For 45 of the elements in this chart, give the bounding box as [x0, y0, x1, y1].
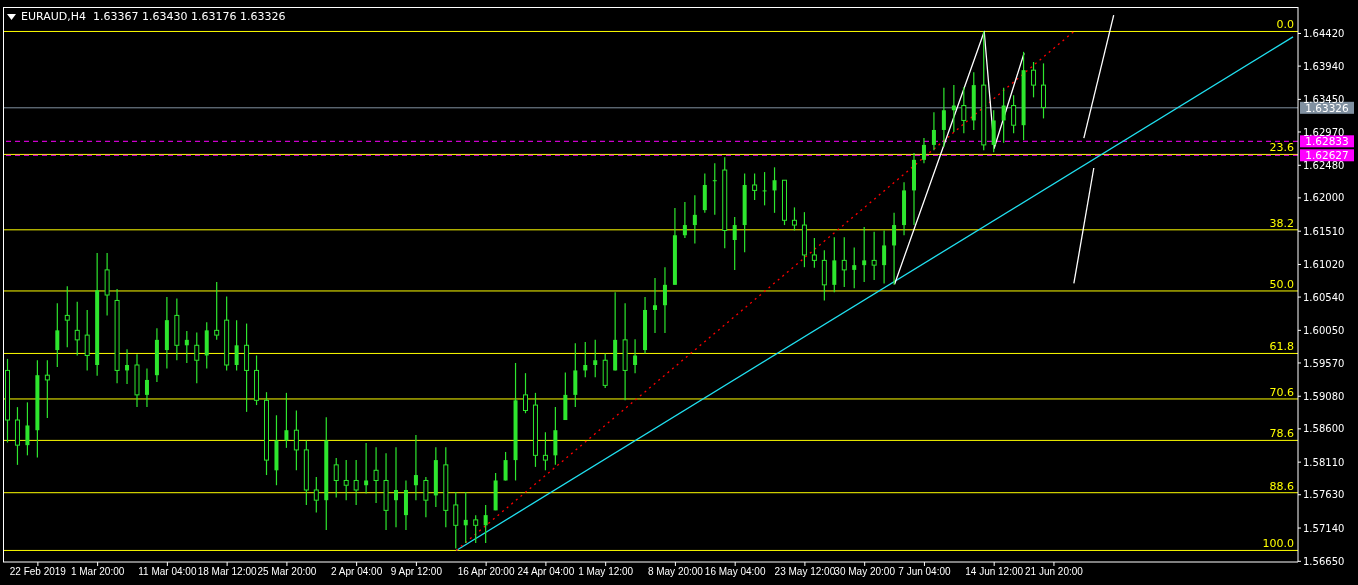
annotation: 0.0: [1276, 18, 1294, 32]
y-tick-label: 1.58600: [1303, 423, 1345, 435]
x-tick-label: 30 May 20:00: [834, 566, 896, 578]
x-tick-label: 25 Mar 20:00: [257, 566, 317, 578]
x-tick-label: 2 Apr 04:00: [331, 566, 383, 578]
y-tick-label: 1.60050: [1303, 324, 1345, 336]
x-tick-label: 23 May 12:00: [774, 566, 836, 578]
x-tick-label: 8 May 20:00: [647, 566, 704, 578]
annotation: 78.6: [1269, 427, 1294, 441]
ref-line-label: 1.62627: [1305, 149, 1349, 162]
annotation: 100.0: [1262, 537, 1294, 551]
annotation: 70.6: [1269, 385, 1294, 399]
y-tick-label: 1.61020: [1303, 259, 1345, 271]
y-tick-label: 1.61510: [1303, 225, 1345, 237]
annotation: 23.6: [1269, 141, 1294, 155]
annotation: 61.8: [1269, 340, 1294, 354]
y-tick-label: 1.59080: [1303, 390, 1345, 402]
y-tick-label: 1.59570: [1303, 357, 1345, 369]
annotation: 50.0: [1269, 277, 1294, 291]
x-tick-label: 22 Feb 2019: [9, 566, 67, 578]
y-tick-label: 1.62000: [1303, 192, 1345, 204]
y-tick-label: 1.58110: [1303, 456, 1345, 468]
x-tick-label: 9 Apr 12:00: [390, 566, 443, 578]
y-tick-label: 1.63940: [1303, 60, 1345, 72]
x-tick-label: 7 Jun 04:00: [898, 566, 952, 578]
x-tick-label: 21 Jun 20:00: [1025, 566, 1084, 578]
x-tick-label: 1 Mar 20:00: [70, 566, 125, 578]
chart-title: EURAUD,H4 1.63367 1.63430 1.63176 1.63326: [21, 10, 286, 23]
y-tick-label: 1.64420: [1303, 28, 1345, 40]
x-tick-label: 24 Apr 04:00: [517, 566, 575, 578]
ref-line-label: 1.62833: [1305, 135, 1349, 148]
annotation: 88.6: [1269, 479, 1294, 493]
x-tick-label: 11 Mar 04:00: [138, 566, 197, 578]
x-tick-label: 16 May 04:00: [704, 566, 766, 578]
annotation: 38.2: [1269, 216, 1294, 230]
x-tick-label: 18 Mar 12:00: [197, 566, 258, 578]
x-tick-label: 14 Jun 12:00: [965, 566, 1024, 578]
y-tick-label: 1.60540: [1303, 291, 1345, 303]
y-tick-label: 1.57140: [1303, 522, 1345, 534]
x-tick-label: 16 Apr 20:00: [457, 566, 515, 578]
y-tick-label: 1.62970: [1303, 126, 1345, 138]
y-tick-label: 1.57630: [1303, 489, 1345, 501]
y-tick-label: 1.62480: [1303, 159, 1345, 171]
x-tick-label: 1 May 12:00: [578, 566, 634, 578]
y-tick-label: 1.56650: [1303, 555, 1345, 567]
